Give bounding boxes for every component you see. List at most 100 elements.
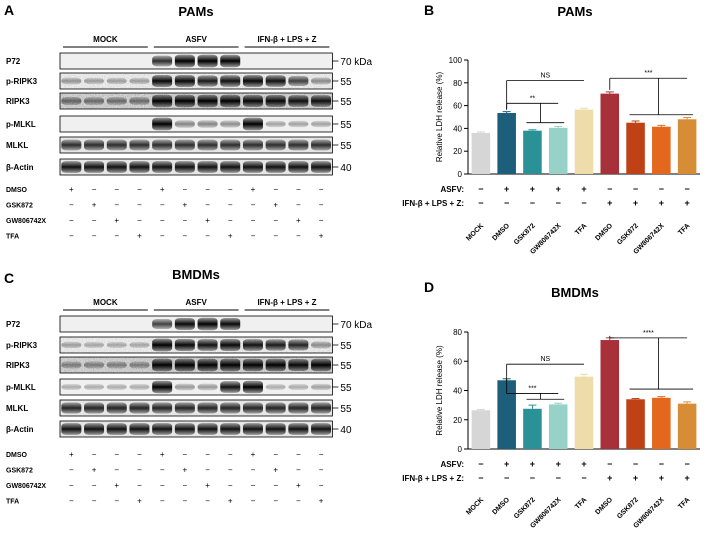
blot-band [311, 139, 332, 151]
blot-band [174, 338, 195, 352]
panel-c-title: BMDMs [172, 267, 220, 282]
treatment-sign: + [319, 232, 324, 241]
condition-sign: − [556, 473, 561, 483]
treatment-sign: − [69, 466, 74, 475]
blot-band [311, 341, 332, 349]
y-axis-title: Relative LDH release (%) [435, 345, 444, 436]
blot-band [152, 117, 173, 131]
blot-band [265, 339, 286, 351]
treatment-sign: − [114, 450, 119, 459]
treatment-sign: − [160, 232, 165, 241]
treatment-label: TFA [6, 499, 19, 506]
blot-band [265, 161, 286, 173]
treatment-sign: − [160, 216, 165, 225]
blot-band [106, 361, 127, 369]
category-label: GSK872 [513, 222, 537, 246]
treatment-sign: − [228, 216, 233, 225]
condition-sign: + [556, 184, 561, 194]
blot-band [288, 384, 309, 390]
treatment-sign: + [251, 450, 256, 459]
condition-label: IFN-β + LPS + Z: [402, 474, 464, 483]
marker-label: 55 [340, 361, 352, 372]
blot-band [288, 423, 309, 435]
blot-band [106, 161, 127, 173]
treatment-label: GSK872 [6, 203, 33, 210]
condition-label: ASFV: [440, 185, 464, 194]
blot-band [129, 384, 150, 390]
condition-sign: − [530, 473, 535, 483]
condition-sign: − [478, 198, 483, 208]
panel-d-letter: D [424, 279, 434, 295]
treatment-sign: − [251, 232, 256, 241]
category-label: TFA [574, 222, 588, 236]
blot-band [197, 94, 218, 108]
category-label: TFA [677, 222, 691, 236]
treatment-sign: + [205, 216, 210, 225]
significance-label: NS [540, 73, 550, 80]
blot-band [106, 139, 127, 151]
panel-a-blot: MOCK ASFV IFN-β + LPS + Z P72 70 kDa p-RIPK3 5… [6, 35, 373, 241]
treatment-sign: − [273, 185, 278, 194]
treatment-sign: − [160, 201, 165, 210]
treatment-sign: + [114, 216, 119, 225]
blot-band [265, 358, 286, 372]
blot-band [197, 423, 218, 435]
blot-band [106, 384, 127, 390]
blot-band [84, 402, 105, 414]
bar [574, 109, 594, 174]
treatment-sign: − [183, 232, 188, 241]
blot-row-label: p-MLKL [6, 120, 36, 129]
blot-band [220, 94, 241, 108]
treatment-sign: − [228, 450, 233, 459]
blot-band [106, 342, 127, 348]
bar [523, 130, 542, 174]
condition-sign: + [556, 459, 561, 469]
panel-b-letter: B [424, 2, 434, 18]
blot-band [197, 317, 218, 331]
treatment-sign: − [137, 450, 142, 459]
blot-band [174, 423, 195, 435]
blot-band [174, 74, 195, 88]
treatment-sign: − [296, 497, 301, 506]
y-tick-label: 100 [449, 56, 463, 65]
condition-sign: + [659, 473, 664, 483]
blot-band [84, 361, 105, 369]
condition-sign: + [530, 459, 535, 469]
blot-band [129, 342, 150, 348]
condition-sign: + [530, 184, 535, 194]
condition-label: ASFV: [440, 460, 464, 469]
blot-band [288, 139, 309, 151]
condition-sign: − [633, 459, 638, 469]
blot-band [265, 423, 286, 435]
condition-sign: + [581, 459, 586, 469]
treatment-sign: + [205, 481, 210, 490]
blot-band [311, 120, 332, 128]
blot-band [220, 75, 241, 87]
treatment-sign: − [114, 185, 119, 194]
blot-strip-background [60, 116, 333, 132]
blot-band [242, 74, 263, 88]
treatment-sign: − [69, 497, 74, 506]
treatment-sign: − [160, 481, 165, 490]
blot-band [242, 339, 263, 351]
treatment-sign: − [228, 201, 233, 210]
group-label: IFN-β + LPS + Z [257, 35, 316, 44]
treatment-sign: − [92, 450, 97, 459]
y-tick-label: 60 [453, 357, 462, 366]
treatment-sign: + [137, 232, 142, 241]
bar [548, 404, 568, 449]
blot-band [84, 161, 105, 173]
treatment-sign: − [319, 185, 324, 194]
treatment-sign: − [251, 497, 256, 506]
blot-band [288, 95, 309, 107]
panel-c-letter: C [4, 270, 14, 286]
blot-band [129, 97, 150, 105]
treatment-sign: + [92, 201, 97, 210]
treatment-sign: − [92, 216, 97, 225]
blot-band [242, 94, 263, 108]
marker-label: 55 [340, 120, 352, 131]
bar [677, 403, 697, 449]
treatment-sign: − [69, 216, 74, 225]
condition-sign: − [659, 459, 664, 469]
